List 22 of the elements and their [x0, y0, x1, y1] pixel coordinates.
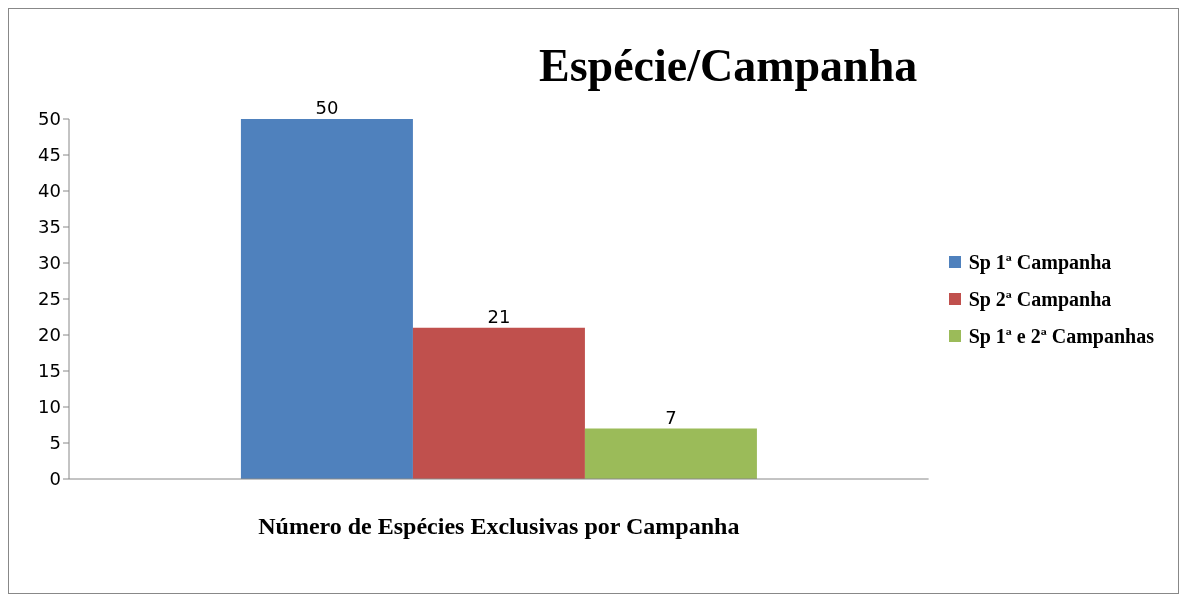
y-tick-label: 40: [38, 180, 61, 202]
y-tick-label: 25: [38, 288, 61, 310]
y-tick-label: 15: [38, 360, 61, 382]
y-tick-label: 10: [38, 396, 61, 418]
y-tick-label: 20: [38, 324, 61, 346]
bar: [412, 327, 585, 479]
y-tick-label: 50: [38, 108, 61, 130]
y-tick-label: 5: [49, 432, 61, 454]
y-tick-label: 30: [38, 252, 61, 274]
legend-label: Sp 1ª Campanha: [968, 250, 1112, 274]
data-label: 21: [487, 305, 511, 327]
bar: [240, 119, 413, 479]
bar: [584, 428, 757, 479]
y-tick-label: 45: [38, 144, 61, 166]
y-tick-label: 0: [49, 468, 61, 490]
data-label: 50: [315, 97, 339, 118]
y-tick-label: 35: [38, 216, 61, 238]
data-label: 7: [665, 406, 677, 428]
chart-title: Espécie/Campanha: [539, 39, 918, 92]
legend-label: Sp 2ª Campanha: [968, 287, 1112, 311]
legend-label: Sp 1ª e 2ª Campanhas: [968, 324, 1154, 348]
x-tick-label: Número de Espécies Exclusivas por Campanha: [258, 513, 740, 540]
